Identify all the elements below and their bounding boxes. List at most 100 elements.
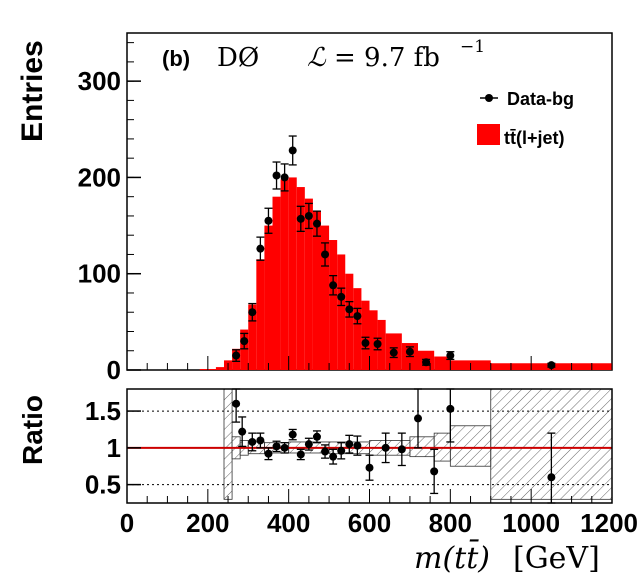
luminosity-symbol: ℒ xyxy=(307,43,327,73)
uncertainty-bin-8 xyxy=(409,436,435,458)
histogram-bin-10 xyxy=(288,177,297,370)
legend-ttbar-swatch xyxy=(477,124,500,145)
ratio-point-20 xyxy=(430,467,439,476)
data-point-13 xyxy=(337,292,346,301)
bottom-y-tick-label-1: 1 xyxy=(107,433,121,463)
legend: Data-bg tt̄(l+jet) xyxy=(477,89,574,148)
data-point-20 xyxy=(422,358,431,367)
x-tick-label-2: 400 xyxy=(267,508,310,538)
data-point-8 xyxy=(296,214,305,223)
x-tick-label-1: 200 xyxy=(186,508,229,538)
data-point-5 xyxy=(272,171,281,180)
ratio-point-22 xyxy=(547,473,556,482)
histogram-bin-21 xyxy=(377,319,386,370)
top-y-tick-label-2: 200 xyxy=(78,162,121,192)
reference-lines xyxy=(127,410,612,486)
data-point-10 xyxy=(312,219,321,228)
bottom-y-axis-label: Ratio xyxy=(17,395,48,465)
bottom-y-tick-label-2: 1.5 xyxy=(85,396,121,426)
data-point-14 xyxy=(345,305,354,314)
x-tick-label-4: 800 xyxy=(429,508,472,538)
legend-data-marker-dot xyxy=(485,94,493,102)
ratio-point-16 xyxy=(365,463,374,472)
histogram-bin-13 xyxy=(312,211,321,370)
top-y-ticks: 0 100 200 300 xyxy=(78,42,613,385)
ratio-point-3 xyxy=(256,436,265,445)
x-axis-label-variable: m(tt̄) xyxy=(414,538,490,576)
ratio-point-18 xyxy=(397,445,406,454)
histogram-bin-9 xyxy=(280,179,289,370)
mc-histogram xyxy=(199,177,612,370)
ratio-point-9 xyxy=(304,440,313,449)
bottom-panel: 0.5 1 1.5 0 200 400 600 800 1000 1200 Ratio m(tt… xyxy=(17,388,638,576)
bottom-y-ticks: 0.5 1 1.5 xyxy=(85,396,141,500)
data-point-12 xyxy=(329,281,338,290)
x-tick-label-0: 0 xyxy=(120,508,134,538)
top-y-tick-label-0: 0 xyxy=(107,355,121,385)
histogram-bin-16 xyxy=(337,254,346,370)
histogram-bin-1 xyxy=(215,367,224,370)
ratio-point-15 xyxy=(353,441,362,450)
data-point-0 xyxy=(232,351,241,360)
ratio-point-12 xyxy=(329,452,338,461)
histogram-bin-14 xyxy=(321,225,330,370)
data-point-17 xyxy=(373,340,382,349)
data-point-9 xyxy=(304,211,313,220)
ratio-point-10 xyxy=(312,432,321,441)
ratio-point-21 xyxy=(446,404,455,413)
data-point-6 xyxy=(280,173,289,182)
data-point-11 xyxy=(321,250,330,259)
x-tick-label-5: 1000 xyxy=(502,508,560,538)
histogram-bin-19 xyxy=(361,300,370,370)
histogram-bin-11 xyxy=(296,187,305,370)
data-point-1 xyxy=(240,337,249,346)
ratio-point-7 xyxy=(288,430,297,439)
ratio-point-5 xyxy=(272,442,281,451)
data-point-18 xyxy=(389,348,398,357)
data-point-16 xyxy=(361,339,370,348)
luminosity-value: = 9.7 fb xyxy=(334,43,440,73)
x-tick-label-3: 600 xyxy=(348,508,391,538)
panel-label: (b) xyxy=(162,46,190,71)
ratio-point-13 xyxy=(337,446,346,455)
histogram-bin-7 xyxy=(264,225,273,370)
bottom-y-tick-label-0: 0.5 xyxy=(85,470,121,500)
ratio-point-4 xyxy=(264,449,273,458)
ratio-point-0 xyxy=(232,399,241,408)
data-point-2 xyxy=(248,308,257,317)
experiment-label: DØ xyxy=(217,43,259,73)
histogram-bin-25 xyxy=(434,356,451,370)
luminosity-exponent: −1 xyxy=(460,37,485,57)
histogram-bin-17 xyxy=(345,273,354,370)
histogram-bin-4 xyxy=(240,329,249,370)
x-ticks: 0 200 400 600 800 1000 1200 xyxy=(120,489,638,538)
uncertainty-bin-0 xyxy=(223,388,233,500)
data-point-15 xyxy=(353,312,362,321)
ratio-point-19 xyxy=(414,414,422,423)
ratio-point-8 xyxy=(296,450,305,459)
histogram-bin-8 xyxy=(272,196,281,370)
ratio-point-2 xyxy=(248,437,257,446)
histogram-bin-12 xyxy=(304,198,313,370)
histogram-bin-6 xyxy=(256,259,265,370)
uncertainty-bin-10 xyxy=(449,425,492,467)
x-tick-label-6: 1200 xyxy=(580,508,638,538)
ratio-point-11 xyxy=(321,447,330,456)
histogram-bin-20 xyxy=(369,310,378,370)
data-point-21 xyxy=(446,351,455,360)
top-y-tick-label-1: 100 xyxy=(78,259,121,289)
ratio-point-17 xyxy=(381,443,390,452)
data-points xyxy=(232,135,556,370)
data-point-4 xyxy=(264,216,273,225)
legend-data-label: Data-bg xyxy=(507,89,574,109)
legend-ttbar-label: tt̄(l+jet) xyxy=(504,128,565,148)
data-point-7 xyxy=(288,146,297,155)
x-axis-label-unit: [GeV] xyxy=(513,541,600,576)
ratio-point-6 xyxy=(280,443,289,452)
ratio-point-14 xyxy=(345,440,354,449)
data-point-3 xyxy=(256,244,265,253)
ratio-point-1 xyxy=(238,427,247,436)
top-y-tick-label-3: 300 xyxy=(78,66,121,96)
